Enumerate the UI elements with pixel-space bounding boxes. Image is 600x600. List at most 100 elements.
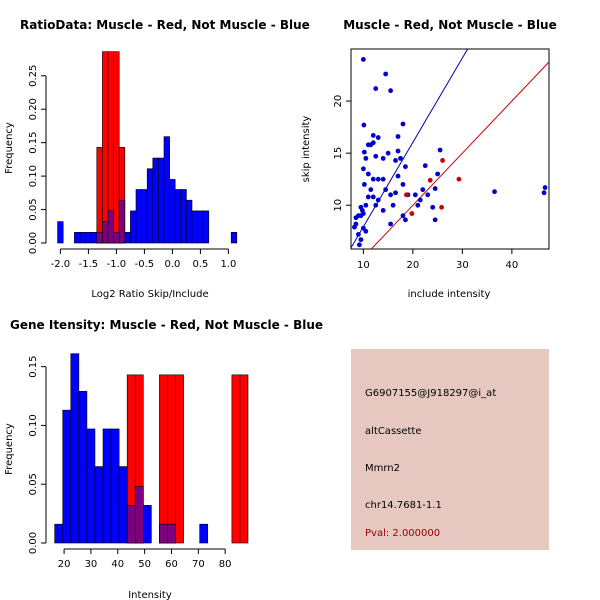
intensity-blue-bar	[142, 505, 152, 544]
ratio-overlap-bar	[96, 231, 103, 244]
scatter-axes: 10 20 30 40 10 15 20	[333, 95, 518, 271]
scatter-red-point	[409, 211, 415, 216]
intensity-overlap-bar	[126, 505, 136, 544]
scatter-blue-point	[365, 194, 371, 200]
ratio-x-tick-label: -1.5	[79, 259, 99, 270]
intensity-blue-bar	[86, 428, 96, 544]
ratio-overlap-bar	[102, 221, 109, 244]
scatter-blue-point	[360, 166, 366, 172]
scatter-blue-point	[412, 192, 418, 198]
ratio-red-bar	[96, 147, 103, 244]
ratio-blue-bar	[79, 231, 86, 244]
intensity-red-bar	[175, 374, 184, 544]
intensity-x-tick-label: 20	[58, 559, 71, 570]
scatter-blue-point	[361, 182, 367, 187]
intensity-blue-bar	[199, 523, 209, 544]
intensity-y-tick-label: 0.15	[28, 356, 39, 378]
scatter-blue-point	[373, 202, 379, 208]
ratio-blue-bar	[163, 136, 170, 244]
scatter-y-axis-label: skip intensity	[301, 116, 312, 183]
ratio-overlap-bar	[113, 231, 120, 244]
intensity-blue-bar	[78, 391, 88, 544]
scatter-red-fit-line	[370, 61, 549, 249]
scatter-red-point	[404, 192, 409, 198]
intensity-blue-bar	[62, 409, 72, 544]
intensity-bars	[54, 353, 249, 544]
ratio-chart-title: RatioData: Muscle - Red, Not Muscle - Bl…	[20, 18, 310, 32]
ratio-x-tick-label: 1.0	[220, 259, 236, 270]
scatter-blue-point	[358, 237, 364, 243]
scatter-red-point	[440, 158, 445, 163]
intensity-chart-title: Gene Itensity: Muscle - Red, Not Muscle …	[10, 318, 323, 332]
scatter-blue-point	[400, 213, 406, 219]
scatter-blue-point	[363, 155, 369, 161]
scatter-plot-frame	[350, 48, 550, 250]
scatter-blue-point	[417, 197, 423, 203]
scatter-blue-point	[388, 88, 393, 94]
pval-text: Pval: 2.000000	[365, 528, 440, 539]
intensity-overlap-bar	[167, 523, 176, 544]
ratio-blue-bar	[141, 189, 148, 244]
scatter-blue-point	[385, 150, 391, 156]
ratio-blue-bar	[230, 231, 238, 244]
ratio-blue-bar	[158, 157, 165, 244]
scatter-blue-point	[395, 148, 401, 154]
intensity-y-tick-label: 0.10	[28, 414, 39, 436]
scatter-blue-point	[403, 164, 408, 170]
scatter-blue-point	[395, 134, 401, 139]
scatter-blue-point	[390, 202, 396, 208]
scatter-blue-point	[383, 71, 389, 77]
scatter-blue-point	[542, 185, 548, 190]
ratio-blue-bar	[74, 231, 81, 244]
scatter-blue-point	[370, 194, 376, 200]
ratio-blue-bar	[174, 189, 182, 244]
scatter-blue-point	[363, 202, 369, 208]
scatter-blue-point	[492, 189, 497, 195]
ratio-blue-bar	[90, 231, 98, 244]
scatter-blue-point	[432, 186, 438, 191]
scatter-blue-point	[388, 192, 393, 198]
ratio-overlap-bar	[118, 199, 126, 244]
scatter-blue-point	[365, 142, 371, 148]
scatter-blue-point	[370, 133, 376, 138]
scatter-blue-point	[420, 187, 426, 193]
intensity-axes: 20 30 40 50 60 70 80 0.00 0.05 0.10 0.15	[28, 356, 232, 570]
scatter-blue-point	[353, 215, 359, 221]
intensity-histogram-panel: Gene Itensity: Muscle - Red, Not Muscle …	[4, 318, 323, 600]
intensity-red-bar	[239, 374, 249, 544]
scatter-blue-point	[380, 208, 386, 213]
scatter-blue-point	[373, 86, 379, 91]
scatter-blue-point	[357, 242, 362, 248]
intensity-x-tick-label: 30	[85, 559, 98, 570]
ratio-blue-bar	[135, 189, 142, 244]
scatter-blue-point	[435, 171, 441, 177]
ratio-blue-bar	[180, 189, 187, 244]
scatter-blue-fit-line	[351, 49, 469, 249]
intensity-y-axis-label: Frequency	[4, 423, 15, 475]
scatter-blue-point	[425, 192, 431, 198]
ratio-histogram-panel: RatioData: Muscle - Red, Not Muscle - Bl…	[4, 18, 310, 300]
ratio-blue-bar	[197, 210, 204, 244]
ratio-blue-bar	[169, 179, 176, 244]
scatter-blue-point	[375, 176, 381, 182]
intensity-blue-bar	[110, 428, 120, 544]
intensity-x-tick-label: 50	[138, 559, 151, 570]
ratio-axes: -2.0 -1.5 -1.0 -0.5 0.0 0.5 1.0 0.00 0.05 0.10 0.1…	[28, 65, 236, 270]
ratio-blue-bar	[146, 168, 154, 244]
scatter-red-point	[439, 204, 444, 210]
intensity-x-tick-label: 60	[165, 559, 178, 570]
intensity-x-tick-label: 40	[111, 559, 124, 570]
scatter-blue-point	[360, 57, 366, 62]
probe-id-text: G6907155@J918297@i_at	[365, 388, 496, 399]
scatter-points	[352, 57, 548, 248]
ratio-red-bar	[102, 51, 109, 244]
scatter-blue-point	[422, 163, 428, 169]
ratio-blue-bar	[152, 157, 159, 244]
scatter-x-tick-label: 40	[506, 260, 519, 271]
scatter-y-tick-label: 10	[333, 199, 344, 212]
intensity-red-bar	[231, 374, 241, 544]
scatter-chart-title: Muscle - Red, Not Muscle - Blue	[343, 18, 557, 32]
scatter-blue-point	[541, 190, 547, 196]
ratio-blue-bar	[124, 231, 131, 244]
